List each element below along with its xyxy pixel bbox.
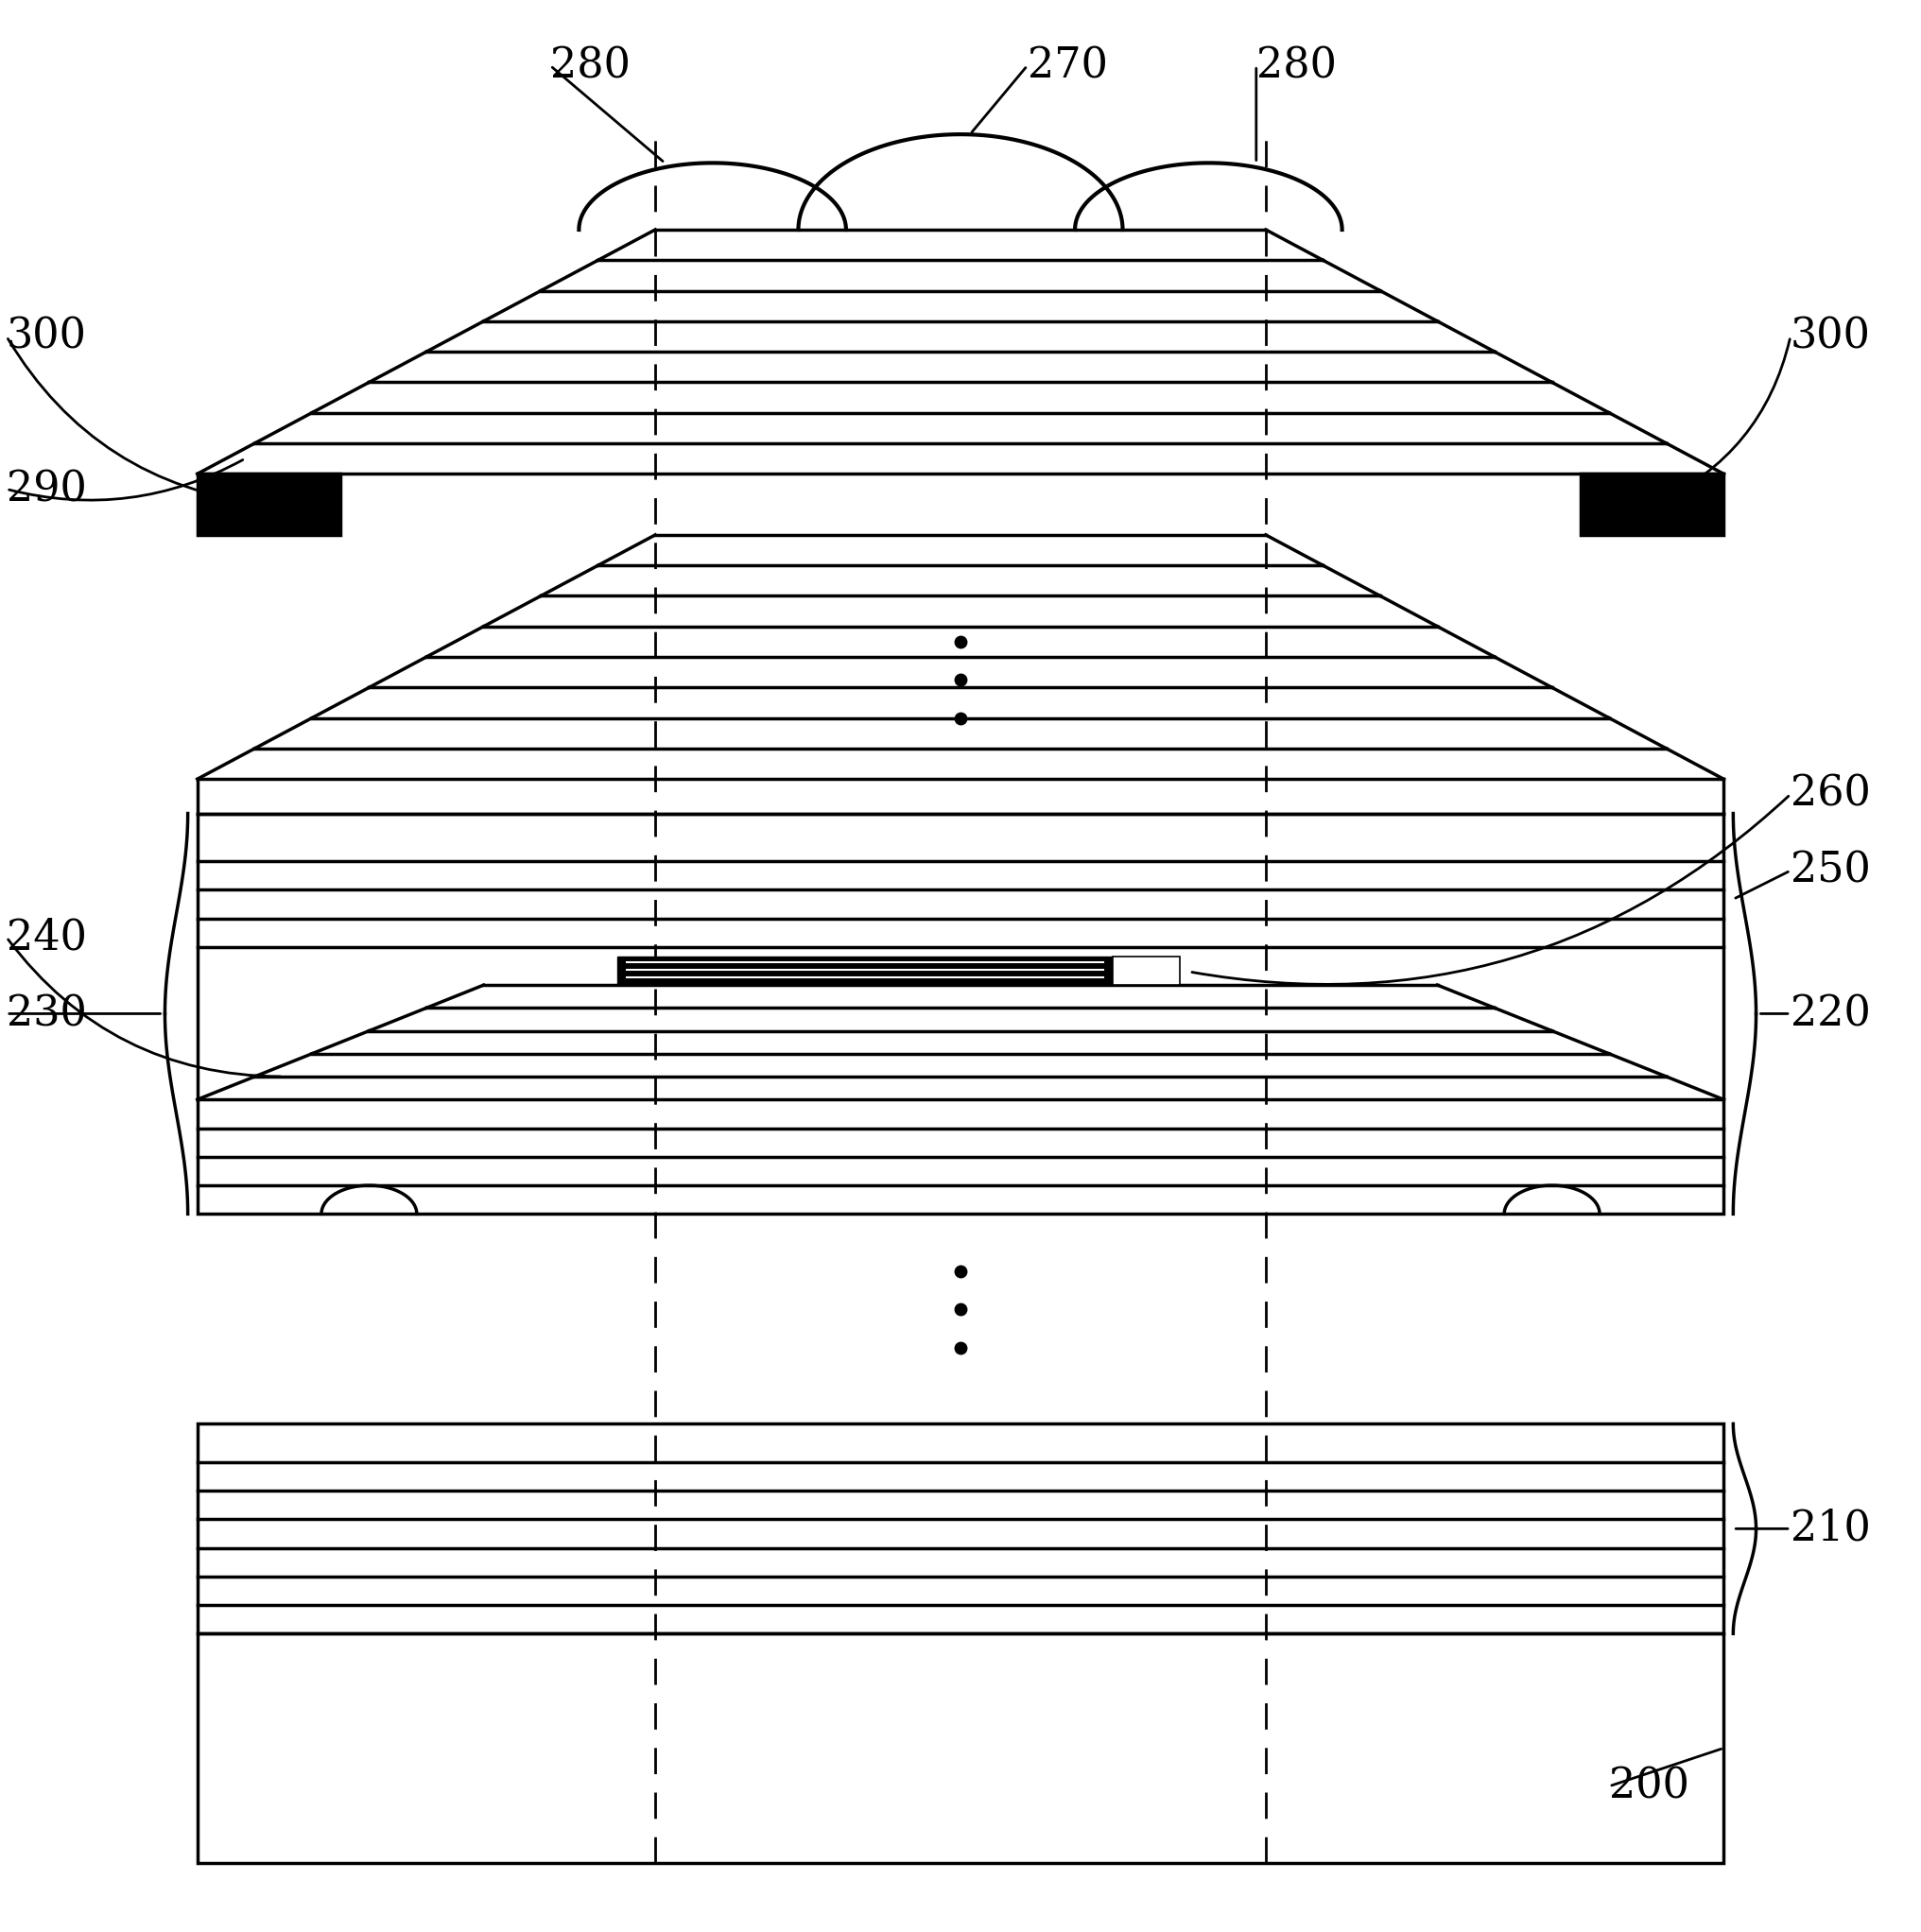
Text: 230: 230 — [6, 993, 86, 1034]
Bar — [198, 473, 340, 535]
Text: 260: 260 — [1790, 775, 1871, 815]
Text: 240: 240 — [6, 918, 86, 958]
Bar — [198, 813, 1723, 1213]
Bar — [198, 1424, 1723, 1634]
Text: 300: 300 — [1790, 317, 1871, 357]
Text: 200: 200 — [1610, 1766, 1690, 1806]
Bar — [617, 956, 1112, 985]
Text: 280: 280 — [549, 44, 630, 87]
Text: 300: 300 — [6, 317, 86, 357]
Text: 210: 210 — [1790, 1509, 1871, 1549]
Text: 290: 290 — [6, 469, 86, 510]
Text: 250: 250 — [1790, 850, 1871, 891]
Bar — [1112, 956, 1179, 985]
Bar — [198, 1634, 1723, 1862]
Text: 220: 220 — [1790, 993, 1871, 1034]
Text: 280: 280 — [1256, 44, 1337, 87]
Bar — [1581, 473, 1723, 535]
Text: 270: 270 — [1028, 44, 1108, 87]
